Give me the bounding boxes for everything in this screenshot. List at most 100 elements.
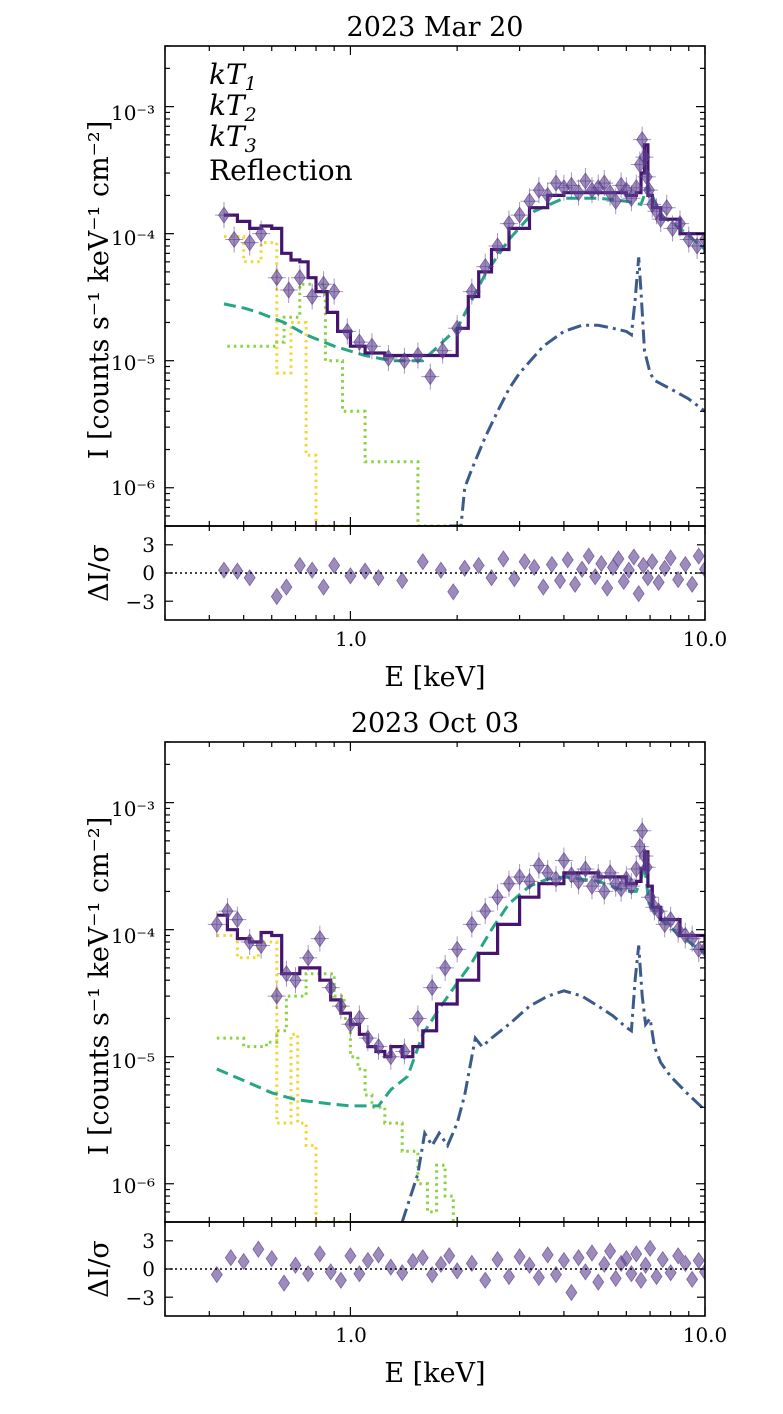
data-point xyxy=(679,226,698,253)
data-point xyxy=(520,868,539,895)
residual-point xyxy=(595,554,608,573)
data-point xyxy=(538,182,557,209)
residual-point xyxy=(646,553,659,571)
residual-point xyxy=(359,562,372,580)
data-point xyxy=(630,151,649,178)
data-point xyxy=(423,974,442,1001)
data-point xyxy=(350,329,369,356)
data-point xyxy=(670,210,689,237)
residual-point xyxy=(609,1269,622,1288)
residual-point xyxy=(353,1264,366,1283)
data-point xyxy=(683,925,702,952)
residual-point xyxy=(447,583,460,601)
data-point xyxy=(240,229,259,256)
residual-point xyxy=(317,578,330,596)
residual-point xyxy=(630,1245,643,1263)
panel-2-xtick-10: 10.0 xyxy=(683,1323,728,1347)
data-point xyxy=(314,271,333,298)
panel-2-ytick-1e-4: 10⁻⁴ xyxy=(111,924,155,948)
residual-point xyxy=(485,568,498,587)
panel-1-xtick-10: 10.0 xyxy=(683,627,728,651)
data-point xyxy=(546,170,565,197)
residual-point xyxy=(210,1265,223,1284)
panel-1-xtick-1: 1.0 xyxy=(335,627,367,651)
residual-point xyxy=(664,549,677,567)
data-point xyxy=(338,318,357,345)
panel-2-main-frame xyxy=(164,741,706,1223)
residual-point xyxy=(639,1256,652,1274)
panel-1-rtick-3: 3 xyxy=(142,533,155,557)
legend-entry-kT1: kT1 xyxy=(209,58,257,95)
data-point xyxy=(252,220,271,247)
data-point xyxy=(582,873,601,900)
data-point xyxy=(657,194,676,221)
data-point xyxy=(606,870,625,897)
series-line-reflection xyxy=(449,257,705,526)
residual-point xyxy=(589,568,602,586)
residual-point xyxy=(313,1245,326,1263)
residual-point xyxy=(637,556,650,575)
data-point xyxy=(299,944,318,971)
panel-1-rtick-0: 0 xyxy=(142,561,155,585)
residual-point xyxy=(582,547,595,565)
panel-2: 2023 Oct 03 10⁻⁶ 10⁻⁵ 10⁻⁴ 10⁻³ 3 0 −3 1… xyxy=(84,708,727,1389)
residual-point xyxy=(231,562,244,580)
data-point xyxy=(510,863,529,890)
data-point xyxy=(606,188,625,215)
panel-2-rtick-3: 3 xyxy=(142,1229,155,1253)
residual-point xyxy=(396,1264,409,1282)
data-point xyxy=(622,873,641,900)
residual-point xyxy=(537,578,550,596)
residual-point xyxy=(465,1254,478,1273)
data-point xyxy=(510,202,529,229)
series-line-reflection xyxy=(400,945,705,1222)
residual-point xyxy=(545,555,558,574)
panel-2-resid-label: ΔI/σ xyxy=(84,1240,115,1298)
data-point xyxy=(381,1043,400,1070)
residual-point xyxy=(224,1249,237,1267)
data-point xyxy=(448,936,467,963)
data-point xyxy=(395,1038,414,1065)
panel-2-xtick-1: 1.0 xyxy=(335,1323,367,1347)
residual-point xyxy=(576,560,589,578)
data-point xyxy=(279,277,298,304)
residual-point xyxy=(632,584,645,603)
panel-2-marker-layer xyxy=(207,817,705,1070)
data-point xyxy=(218,898,237,925)
residual-point xyxy=(344,1247,357,1265)
panel-1-rtick-m3: −3 xyxy=(126,590,155,614)
data-point xyxy=(207,911,226,938)
data-point xyxy=(499,210,518,237)
panel-1-title: 2023 Mar 20 xyxy=(347,12,524,43)
data-point xyxy=(462,911,481,938)
panel-2-title: 2023 Oct 03 xyxy=(351,708,519,739)
panel-2-rtick-0: 0 xyxy=(142,1257,155,1281)
residual-point xyxy=(479,1271,492,1289)
data-point xyxy=(488,232,507,259)
data-point xyxy=(408,1005,427,1032)
residual-point xyxy=(280,578,293,596)
data-point xyxy=(290,264,309,291)
residual-point xyxy=(265,1249,278,1268)
data-point xyxy=(331,993,350,1020)
residual-point xyxy=(601,579,614,597)
residual-point xyxy=(334,1271,347,1289)
residual-point xyxy=(302,1264,315,1283)
residual-point xyxy=(622,561,635,579)
residual-point xyxy=(650,1267,663,1286)
data-point xyxy=(214,202,233,229)
residual-point xyxy=(361,1251,374,1270)
panel-2-xlabel: E [keV] xyxy=(384,1358,485,1389)
residual-point xyxy=(686,575,699,593)
series-line-kt1 xyxy=(224,235,351,526)
panel-1-tick-layer xyxy=(164,45,706,620)
residual-point xyxy=(237,1252,250,1271)
data-point xyxy=(267,983,286,1010)
legend-entry-kT2: kT2 xyxy=(209,89,257,126)
data-point xyxy=(520,188,539,215)
residual-point xyxy=(635,1271,647,1289)
series-line-kt2 xyxy=(216,972,461,1222)
data-point xyxy=(649,898,668,925)
data-point xyxy=(228,906,247,933)
residual-point xyxy=(592,1273,605,1291)
